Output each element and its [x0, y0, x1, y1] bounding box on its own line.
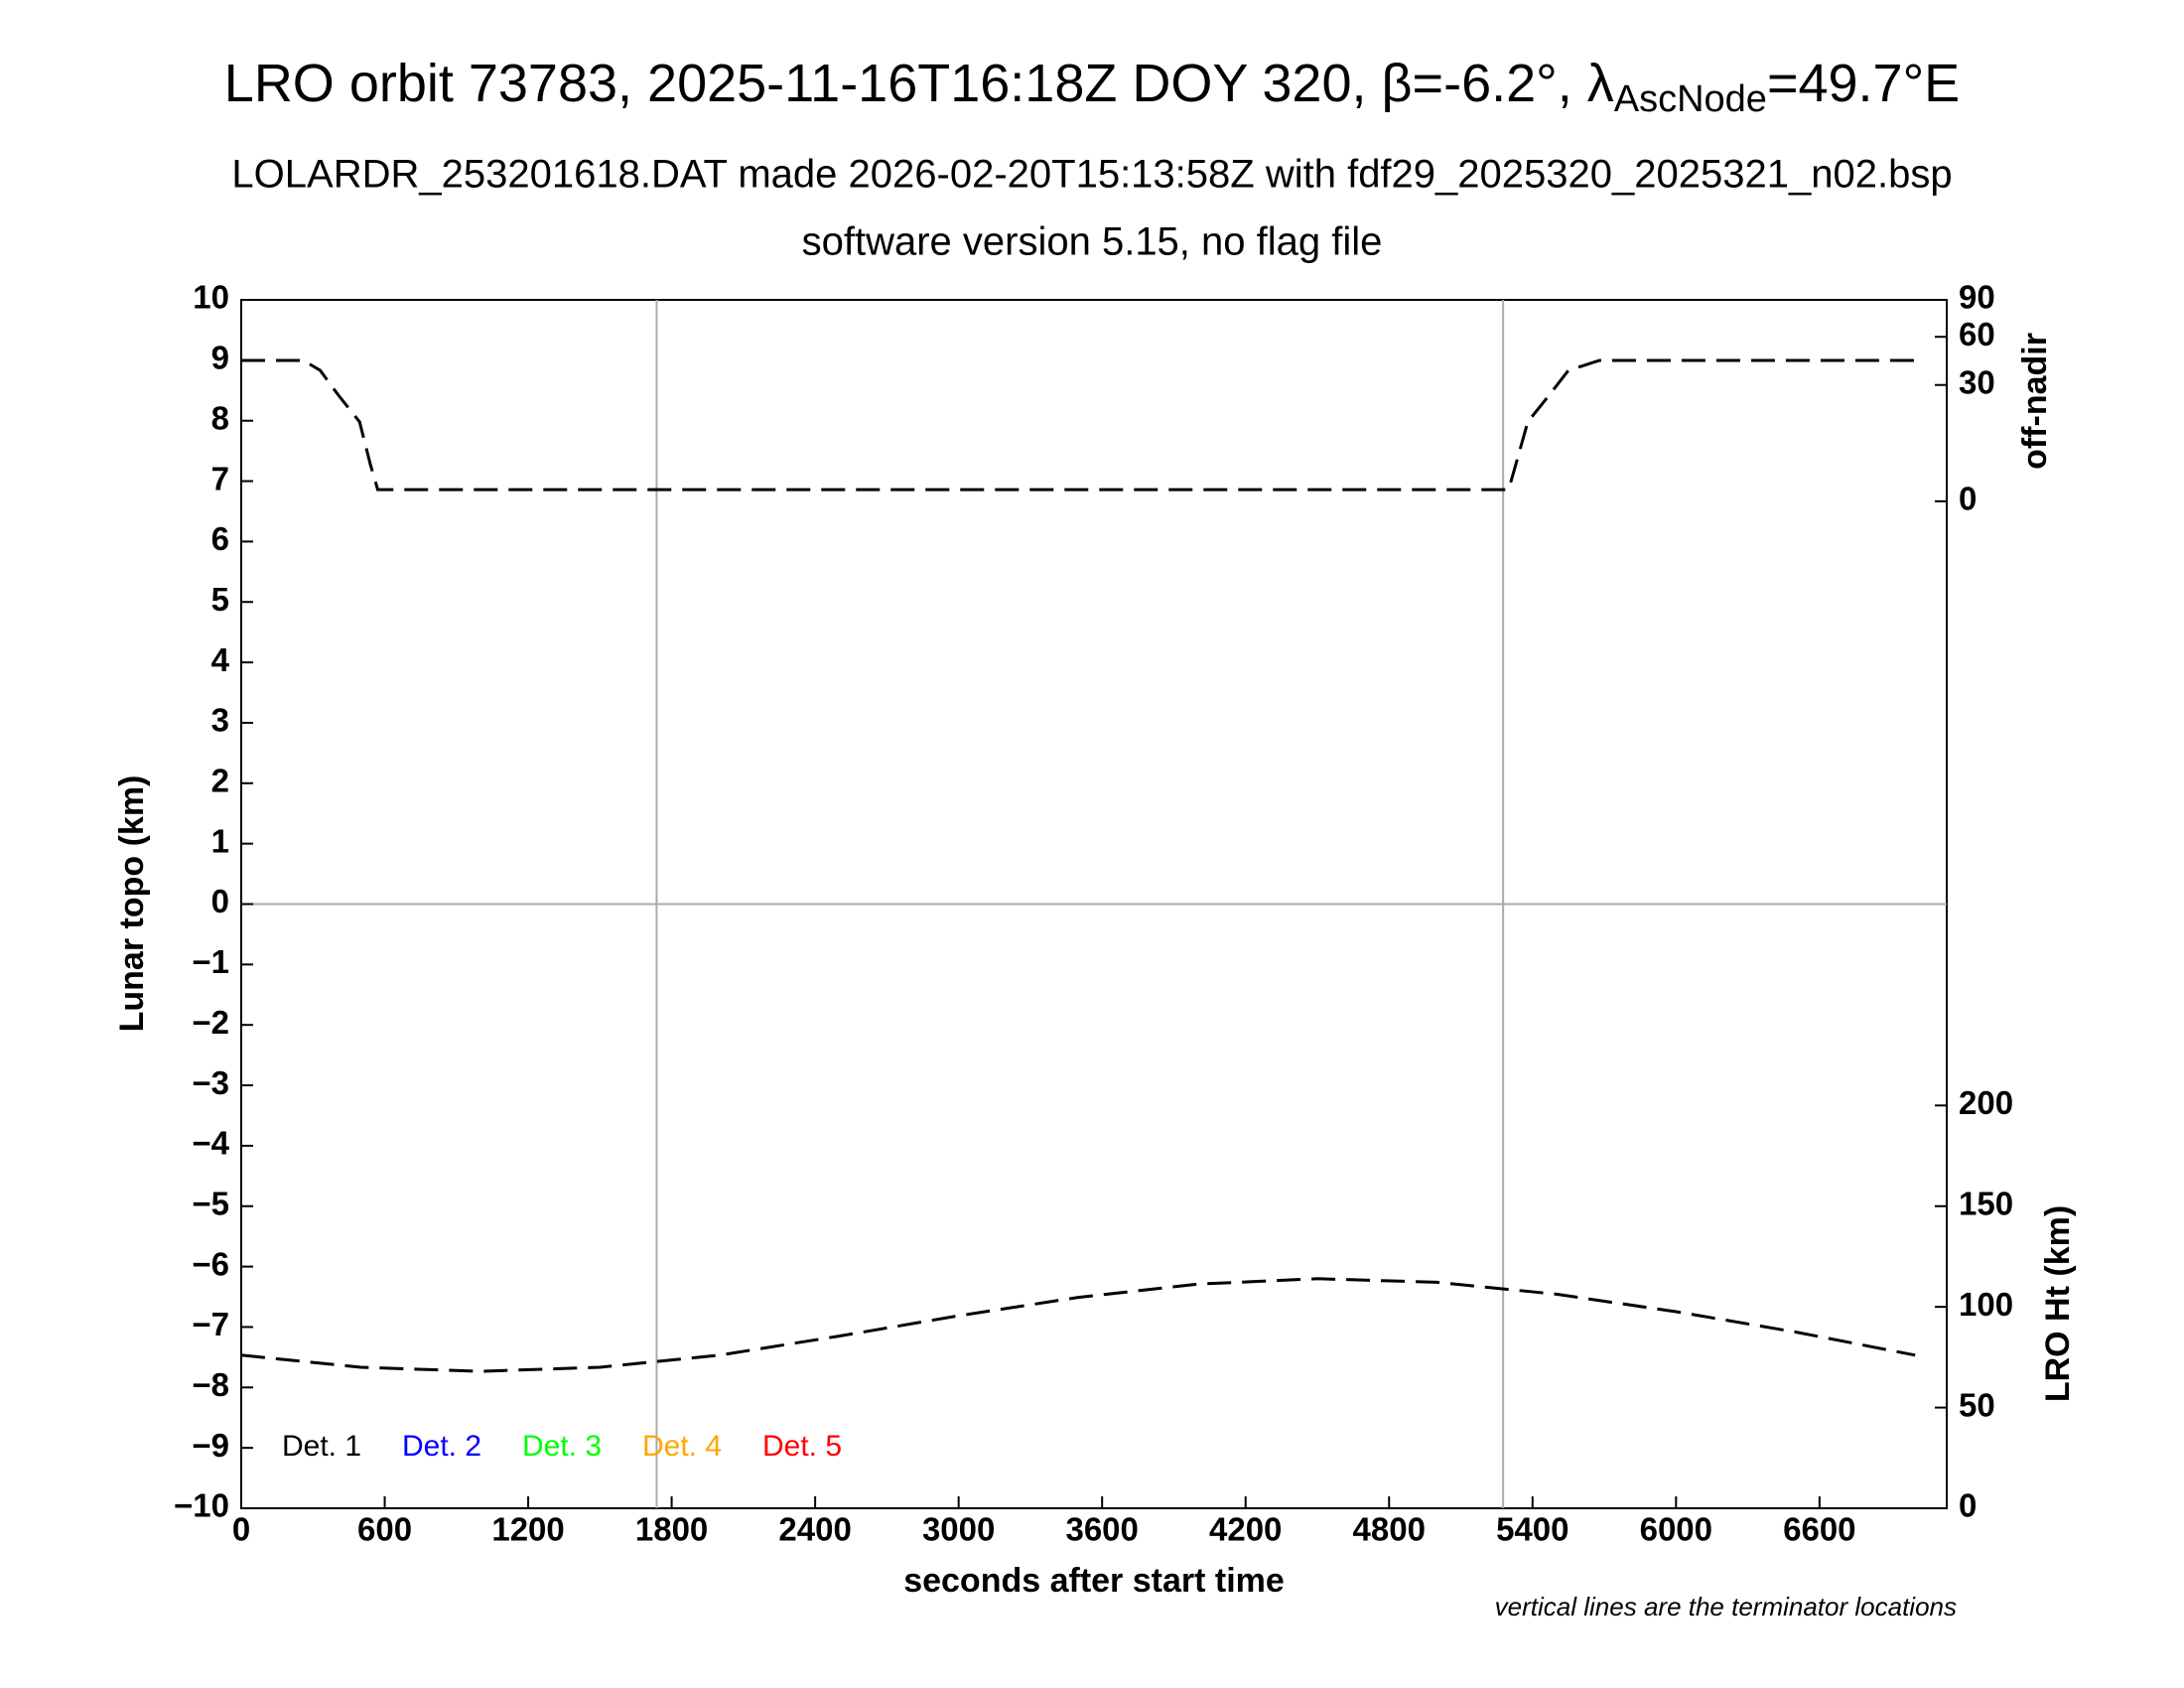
y-tick-label: −5	[192, 1185, 229, 1221]
y2-tick-label: 90	[1959, 279, 1995, 316]
legend-entry: Det. 1	[282, 1430, 361, 1463]
y-tick-label: 3	[211, 702, 229, 739]
series-line	[241, 358, 1916, 492]
y-tick-label: 0	[211, 883, 229, 919]
x-tick-label: 3000	[922, 1511, 995, 1548]
x-tick-label: 1800	[635, 1511, 708, 1548]
legend-entry: Det. 4	[642, 1430, 722, 1463]
x-axis-label: seconds after start time	[903, 1562, 1285, 1600]
title-part: LRO orbit 73783, 2025-11-16T16:18Z DOY 3…	[224, 54, 1614, 113]
y-tick-label: 9	[211, 340, 229, 376]
x-tick-label: 4200	[1209, 1511, 1282, 1548]
y2-axis-label: off-nadir	[2016, 333, 2054, 470]
y3-tick-label: 50	[1959, 1386, 1995, 1423]
y-tick-label: −9	[192, 1427, 229, 1464]
chart-title: LRO orbit 73783, 2025-11-16T16:18Z DOY 3…	[224, 54, 1960, 120]
series-line	[240, 1277, 1916, 1373]
y3-tick-label: 100	[1959, 1286, 2013, 1323]
x-tick-label: 3600	[1065, 1511, 1138, 1548]
x-tick-label: 1200	[491, 1511, 564, 1548]
y2-tick-label: 60	[1959, 316, 1995, 352]
title-part: =49.7°E	[1767, 54, 1960, 113]
y2-tick-label: 0	[1959, 481, 1977, 517]
y-tick-label: 10	[193, 279, 229, 316]
x-tick-label: 2400	[778, 1511, 851, 1548]
x-tick-label: 600	[357, 1511, 412, 1548]
x-tick-label: 6600	[1783, 1511, 1855, 1548]
y-tick-label: 4	[211, 641, 230, 678]
subtitle: software version 5.15, no flag file	[802, 220, 1383, 264]
y3-tick-label: 150	[1959, 1185, 2013, 1221]
y-tick-label: 1	[211, 822, 229, 859]
y3-tick-label: 200	[1959, 1084, 2013, 1121]
y-axis-label: Lunar topo (km)	[113, 775, 151, 1033]
y-tick-label: −1	[192, 943, 229, 980]
y-tick-label: −4	[192, 1125, 229, 1162]
y-tick-label: −10	[174, 1487, 229, 1524]
title-subscript: AscNode	[1614, 78, 1767, 120]
y-tick-label: −8	[192, 1366, 229, 1403]
x-tick-label: 6000	[1640, 1511, 1712, 1548]
y3-axis-label: LRO Ht (km)	[2039, 1205, 2077, 1402]
y-tick-label: 8	[211, 399, 229, 436]
y-tick-label: 5	[211, 581, 229, 618]
x-tick-label: 5400	[1496, 1511, 1569, 1548]
note: vertical lines are the terminator locati…	[1495, 1592, 1957, 1621]
subtitle: LOLARDR_253201618.DAT made 2026-02-20T15…	[231, 153, 1952, 197]
y-tick-label: 6	[211, 520, 229, 557]
y-tick-label: −6	[192, 1245, 229, 1282]
y-tick-label: −2	[192, 1004, 229, 1041]
y3-tick-label: 0	[1959, 1487, 1977, 1524]
legend-entry: Det. 3	[522, 1430, 602, 1463]
y2-tick-label: 30	[1959, 363, 1995, 400]
y-tick-label: −3	[192, 1064, 229, 1101]
x-tick-label: 0	[232, 1511, 250, 1548]
x-tick-label: 4800	[1353, 1511, 1426, 1548]
legend-entry: Det. 5	[762, 1430, 842, 1463]
y-tick-label: 7	[211, 460, 229, 496]
legend-entry: Det. 2	[402, 1430, 481, 1463]
y-tick-label: 2	[211, 763, 229, 799]
y-tick-label: −7	[192, 1306, 229, 1342]
